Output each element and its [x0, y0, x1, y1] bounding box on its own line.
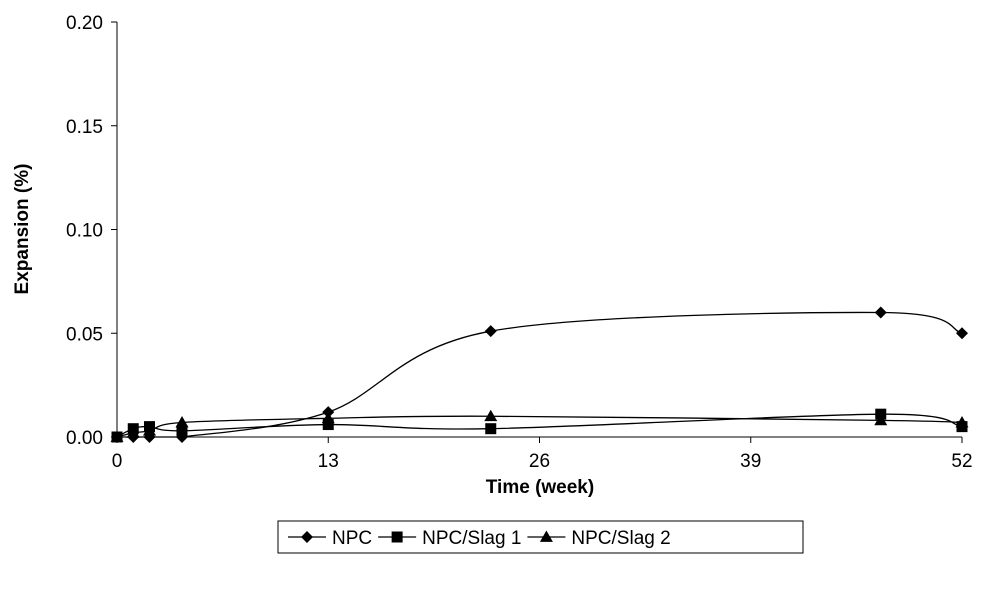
legend-marker-npc-slag-2: [539, 530, 553, 542]
data-point-npc: [484, 325, 497, 338]
axes: [111, 21, 963, 443]
data-point-npc-slag-2: [110, 430, 124, 442]
y-tick-label: 0.00: [66, 428, 103, 449]
legend-label-npc: NPC: [332, 528, 372, 549]
y-axis-title: Expansion (%): [12, 164, 33, 295]
tick-labels: 0.00 0.05 0.10 0.15 0.20 0 13 26 39 52: [66, 13, 973, 472]
x-tick-label: 13: [318, 451, 339, 472]
data-point-npc-slag-1: [485, 423, 497, 435]
y-tick-label: 0.20: [66, 13, 103, 34]
data-point-npc-slag-2: [955, 415, 969, 428]
y-tick-label: 0.10: [66, 221, 103, 242]
series-line-npc: [117, 311, 963, 438]
y-tick-label: 0.05: [66, 324, 103, 345]
data-point-npc: [956, 327, 968, 340]
data-point-npc-slag-2: [484, 409, 498, 422]
legend-marker-npc-slag-1: [391, 531, 403, 543]
data-point-npc-slag-1: [176, 425, 188, 437]
x-tick-label: 0: [112, 451, 123, 472]
series-line-npc-slag-2: [116, 415, 963, 438]
series-lines: [116, 311, 963, 438]
data-point-npc-slag-2: [126, 426, 140, 438]
x-tick-label: 52: [951, 451, 972, 472]
series-line-npc-slag-1: [116, 413, 963, 438]
data-point-npc-slag-2: [874, 413, 888, 426]
legend-label-npc-slag-1: NPC/Slag 1: [422, 528, 521, 549]
x-tick-label: 26: [529, 451, 550, 472]
x-axis-title: Time (week): [486, 477, 594, 498]
legend-label-npc-slag-2: NPC/Slag 2: [571, 528, 670, 549]
x-tick-label: 39: [740, 451, 761, 472]
data-point-npc-slag-2: [321, 411, 335, 424]
series-markers: [110, 306, 969, 443]
data-point-npc-slag-1: [322, 419, 334, 431]
data-point-npc-slag-2: [175, 415, 189, 428]
legend: NPC NPC/Slag 1 NPC/Slag 2: [277, 520, 804, 554]
data-point-npc-slag-2: [143, 424, 156, 436]
data-point-npc: [874, 306, 887, 319]
y-tick-label: 0.15: [66, 117, 103, 138]
legend-marker-npc: [301, 531, 313, 543]
